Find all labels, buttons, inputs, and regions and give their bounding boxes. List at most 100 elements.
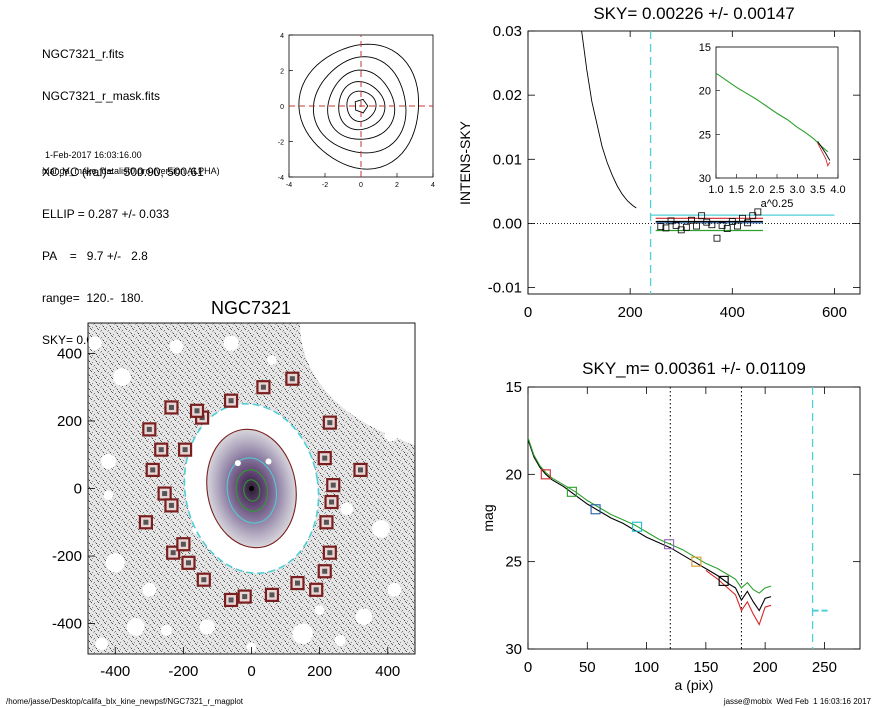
- psf-xtick-label: -4: [286, 182, 292, 189]
- mag-profile-marker: [718, 575, 729, 586]
- galaxy-ytick-label: 200: [57, 413, 82, 430]
- sky-sample-box-core: [322, 455, 328, 461]
- sky-inset-frame: [715, 46, 839, 179]
- inset-xtick-label: 1.0: [708, 184, 723, 196]
- sky-sample-box-core: [330, 482, 336, 488]
- sky-xtick-label: 200: [618, 304, 643, 321]
- psf-contour-level: [346, 90, 377, 122]
- mag-profile-frame: [527, 386, 861, 650]
- sky-profile-line: [581, 31, 637, 209]
- sky-sample-box-core: [182, 447, 188, 453]
- mag-profile-xlabel: a (pix): [675, 677, 714, 693]
- sky-inset-ticks: 1.0 1.5 2.0 2.5 3.0 3.5 4.0 15 20 25 30: [699, 42, 846, 196]
- sky-inset-xlabel: a^0.25: [761, 198, 794, 210]
- mag-xtick-label: 0: [524, 659, 532, 676]
- sky-sample-point: [713, 234, 721, 242]
- psf-contour-level: [354, 98, 369, 114]
- inset-xtick-label: 4.0: [830, 184, 845, 196]
- sky-ytick-label: -0.01: [488, 280, 522, 297]
- info-file2: NGC7321_r_mask.fits: [42, 89, 161, 103]
- masked-star: [95, 637, 108, 650]
- sky-sample-point: [688, 216, 695, 224]
- sky-sample-box-core: [168, 404, 174, 410]
- sky-plot-title: SKY= 0.00226 +/- 0.00147: [593, 4, 794, 23]
- sky-sample-point: [703, 218, 711, 226]
- info-date: 1-Feb-2017 16:03:16.00: [45, 150, 142, 160]
- sky-sample-point: [744, 219, 752, 227]
- mag-ytick-label: 15: [505, 379, 522, 396]
- masked-star: [169, 339, 184, 354]
- mag-profile-series: [705, 569, 772, 626]
- masked-star: [340, 502, 354, 515]
- inset-black-curve: [817, 141, 831, 161]
- masked-star: [267, 355, 277, 365]
- sky-sample-box-core: [143, 519, 149, 525]
- sky-plot-ylabel: INTENS-SKY: [457, 120, 473, 205]
- masked-star: [100, 453, 116, 469]
- sky-sample-box-core: [158, 447, 164, 453]
- masked-star: [160, 624, 172, 636]
- galaxy-ytick-label: 400: [57, 345, 82, 362]
- footer-stamp: jasse@mobix Wed Feb 1 16:03:16 2017: [723, 697, 871, 706]
- sky-sample-box-core: [201, 577, 207, 583]
- psf-xtick-label: 0: [359, 182, 363, 189]
- sky-sample-box-core: [313, 587, 319, 593]
- sky-sample-point: [693, 222, 700, 230]
- sky-sample-box-core: [327, 420, 333, 426]
- psf-ytick-label: -4: [278, 175, 284, 182]
- sky-sample-box-core: [228, 398, 234, 404]
- masked-star: [126, 618, 145, 636]
- galaxy-map-title: NGC7321: [211, 298, 291, 318]
- sky-ytick-label: 0.01: [493, 151, 522, 168]
- sky-sample-box-core: [194, 408, 200, 414]
- sky-xtick-label: 400: [720, 304, 745, 321]
- mag-profile-marker: [590, 504, 601, 515]
- sky-sample-box-core: [260, 384, 266, 390]
- sky-sample-point: [677, 226, 685, 234]
- galaxy-ytick-label: 0: [74, 481, 82, 498]
- mag-xtick-label: 100: [634, 659, 659, 676]
- sky-sample-box-core: [146, 426, 152, 432]
- mag-xtick-label: 200: [753, 659, 778, 676]
- psf-xtick-label: 2: [395, 182, 399, 189]
- sky-sample-point: [739, 214, 746, 222]
- sky-plot-ticks: 0 200 400 600 -0.01 0.00 0.01 0.02 0.03: [488, 23, 860, 321]
- galaxy-ytick-label: -200: [52, 548, 82, 565]
- masked-star: [88, 336, 102, 351]
- sky-sample-box-core: [242, 594, 248, 600]
- sky-sample-point: [723, 225, 731, 232]
- sky-sample-point: [754, 208, 762, 216]
- psf-ticks: -4 -2 0 2 4 -4 -2 0 2 4: [278, 33, 435, 189]
- psf-contour-panel: -4 -2 0 2 4 -4 -2 0 2 4: [278, 33, 435, 189]
- inset-ytick-label: 15: [699, 42, 711, 54]
- galaxy-isophotes: [183, 403, 320, 574]
- mag-profile-marker: [691, 556, 702, 567]
- psf-xtick-label: -2: [322, 182, 328, 189]
- galaxy-masked-stars: [88, 335, 402, 653]
- sky-sample-point: [728, 218, 736, 225]
- sky-sample-box-core: [185, 560, 191, 566]
- galaxy-xtick-label: -200: [168, 663, 198, 680]
- psf-contour-level: [327, 69, 396, 140]
- inset-green-curve: [715, 72, 829, 153]
- sky-xtick-label: 0: [524, 304, 532, 321]
- sky-plot-content: [528, 31, 860, 294]
- galaxy-xtick-label: 200: [307, 663, 332, 680]
- masked-star: [387, 583, 402, 597]
- mag-profile-marker: [566, 486, 577, 497]
- inset-ytick-label: 20: [699, 86, 711, 98]
- sky-ytick-label: 0.00: [493, 215, 522, 232]
- masked-star: [223, 335, 239, 351]
- sky-sample-box-core: [228, 597, 234, 603]
- galaxy-star-2: [265, 458, 272, 465]
- sky-ytick-label: 0.02: [493, 87, 522, 104]
- galaxy-isophote: [226, 457, 277, 524]
- sky-sample-box-core: [150, 467, 156, 473]
- sky-sample-box-core: [329, 499, 335, 505]
- mag-xtick-label: 50: [579, 659, 596, 676]
- sky-sample-box-core: [358, 467, 363, 473]
- masked-star: [105, 553, 125, 573]
- info-ellip: ELLIP = 0.287 +/- 0.033: [42, 207, 170, 221]
- sky-sample-box-core: [168, 502, 174, 508]
